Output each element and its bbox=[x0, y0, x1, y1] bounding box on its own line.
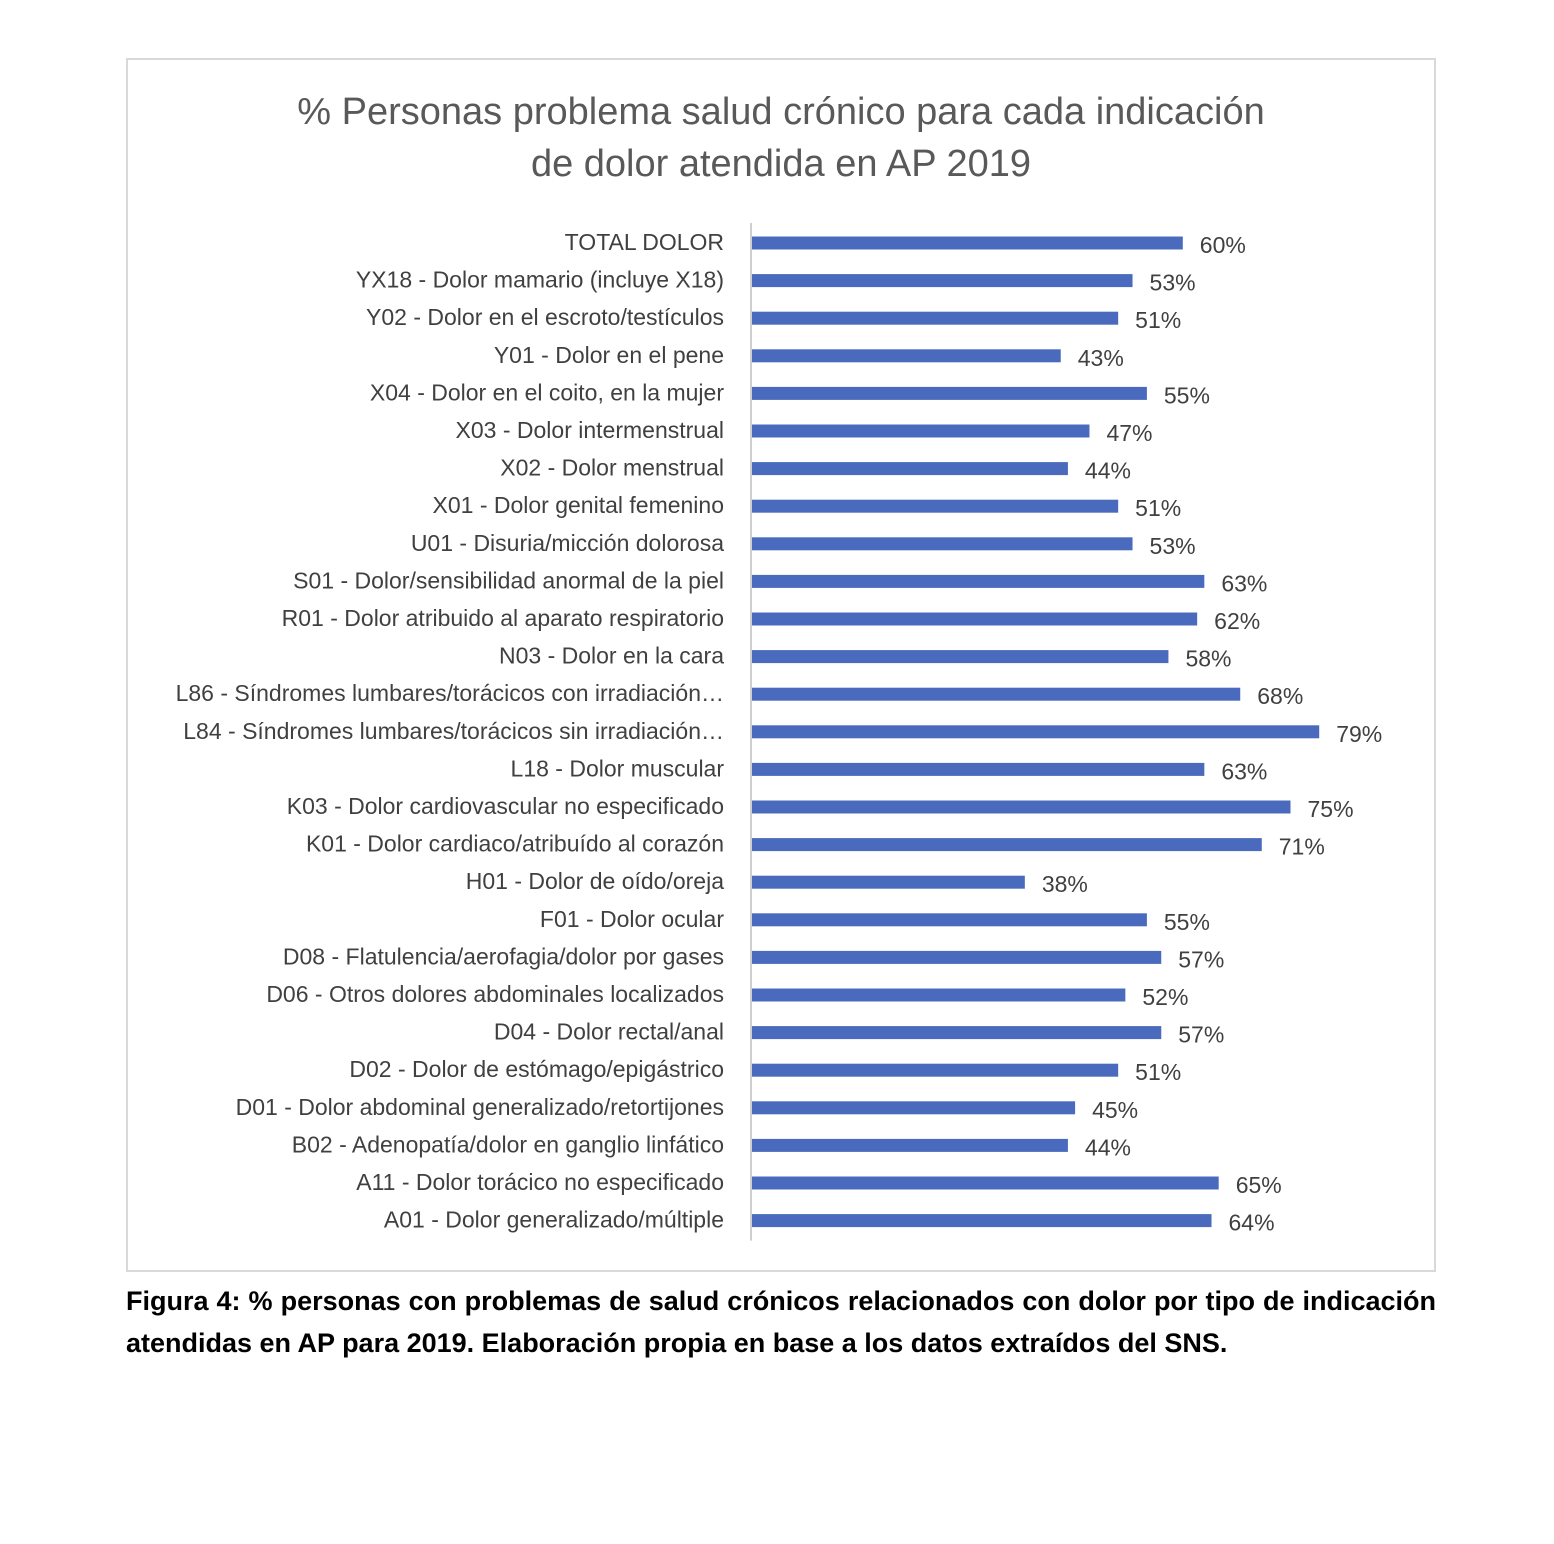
bar bbox=[752, 838, 1262, 852]
bar bbox=[752, 499, 1119, 513]
bar bbox=[752, 1214, 1212, 1228]
category-label: X03 - Dolor intermenstrual bbox=[456, 417, 724, 443]
data-label: 43% bbox=[1078, 345, 1124, 371]
data-label: 64% bbox=[1229, 1210, 1275, 1236]
figure-caption: Figura 4: % personas con problemas de sa… bbox=[126, 1286, 1436, 1358]
bar bbox=[752, 950, 1162, 964]
data-label: 68% bbox=[1257, 683, 1303, 709]
bar bbox=[752, 612, 1198, 626]
data-label: 52% bbox=[1142, 984, 1188, 1010]
category-label: TOTAL DOLOR bbox=[565, 229, 724, 255]
data-label: 60% bbox=[1200, 232, 1246, 258]
category-label: U01 - Disuria/micción dolorosa bbox=[411, 530, 724, 556]
bar bbox=[752, 687, 1241, 701]
bar bbox=[752, 386, 1147, 400]
bar bbox=[752, 988, 1126, 1002]
bar bbox=[752, 762, 1205, 776]
category-label: F01 - Dolor ocular bbox=[540, 906, 724, 932]
category-label: Y02 - Dolor en el escroto/testículos bbox=[366, 304, 724, 330]
data-label: 57% bbox=[1178, 1022, 1224, 1048]
bar bbox=[752, 1138, 1068, 1152]
category-label: L84 - Síndromes lumbares/torácicos sin i… bbox=[183, 718, 724, 744]
category-label: X04 - Dolor en el coito, en la mujer bbox=[370, 379, 724, 405]
bar bbox=[752, 1101, 1076, 1115]
category-label: S01 - Dolor/sensibilidad anormal de la p… bbox=[293, 567, 724, 593]
data-label: 53% bbox=[1150, 533, 1196, 559]
data-label: 51% bbox=[1135, 1059, 1181, 1085]
category-label: X02 - Dolor menstrual bbox=[500, 455, 724, 481]
category-label: A11 - Dolor torácico no especificado bbox=[356, 1169, 724, 1195]
data-label: 71% bbox=[1279, 834, 1325, 860]
bar bbox=[752, 875, 1025, 889]
data-label: 55% bbox=[1164, 909, 1210, 935]
category-label: D01 - Dolor abdominal generalizado/retor… bbox=[236, 1094, 724, 1120]
bar bbox=[752, 537, 1133, 551]
bar bbox=[752, 1176, 1219, 1190]
category-label: L86 - Síndromes lumbares/torácicos con i… bbox=[176, 680, 724, 706]
bar bbox=[752, 311, 1119, 325]
category-label: R01 - Dolor atribuido al aparato respira… bbox=[282, 605, 724, 631]
category-label: D06 - Otros dolores abdominales localiza… bbox=[266, 981, 724, 1007]
data-label: 47% bbox=[1106, 420, 1152, 446]
category-label: K01 - Dolor cardiaco/atribuído al corazó… bbox=[306, 831, 724, 857]
data-label: 44% bbox=[1085, 458, 1131, 484]
category-label: L18 - Dolor muscular bbox=[511, 755, 725, 781]
category-label: D02 - Dolor de estómago/epigástrico bbox=[349, 1056, 724, 1082]
data-label: 63% bbox=[1221, 758, 1267, 784]
category-label: X01 - Dolor genital femenino bbox=[433, 492, 725, 518]
category-label: A01 - Dolor generalizado/múltiple bbox=[384, 1207, 724, 1233]
bar bbox=[752, 725, 1320, 739]
bar bbox=[752, 424, 1090, 438]
data-label: 79% bbox=[1336, 721, 1382, 747]
category-label: YX18 - Dolor mamario (incluye X18) bbox=[356, 267, 724, 293]
data-label: 38% bbox=[1042, 871, 1088, 897]
category-label: Y01 - Dolor en el pene bbox=[494, 342, 724, 368]
data-label: 55% bbox=[1164, 382, 1210, 408]
data-label: 65% bbox=[1236, 1172, 1282, 1198]
bar bbox=[752, 650, 1169, 664]
category-label: D04 - Dolor rectal/anal bbox=[494, 1019, 724, 1045]
data-label: 63% bbox=[1221, 570, 1267, 596]
bar bbox=[752, 274, 1133, 288]
data-label: 44% bbox=[1085, 1134, 1131, 1160]
data-label: 58% bbox=[1185, 646, 1231, 672]
bar bbox=[752, 913, 1147, 927]
bar bbox=[752, 462, 1068, 476]
data-label: 57% bbox=[1178, 946, 1224, 972]
chart-title: % Personas problema salud crónico para c… bbox=[297, 91, 1265, 185]
bar bbox=[752, 574, 1205, 588]
category-label: B02 - Adenopatía/dolor en ganglio linfát… bbox=[292, 1131, 724, 1157]
category-label: H01 - Dolor de oído/oreja bbox=[466, 868, 724, 894]
category-label: K03 - Dolor cardiovascular no especifica… bbox=[287, 793, 724, 819]
data-label: 75% bbox=[1308, 796, 1354, 822]
bar bbox=[752, 236, 1183, 250]
category-label: D08 - Flatulencia/aerofagia/dolor por ga… bbox=[283, 943, 724, 969]
data-label: 51% bbox=[1135, 495, 1181, 521]
data-label: 45% bbox=[1092, 1097, 1138, 1123]
data-label: 62% bbox=[1214, 608, 1260, 634]
bar bbox=[752, 800, 1291, 814]
bar bbox=[752, 1063, 1119, 1077]
bar bbox=[752, 349, 1061, 363]
data-label: 51% bbox=[1135, 307, 1181, 333]
data-label: 53% bbox=[1150, 270, 1196, 296]
bar bbox=[752, 1026, 1162, 1040]
category-label: N03 - Dolor en la cara bbox=[499, 643, 724, 669]
